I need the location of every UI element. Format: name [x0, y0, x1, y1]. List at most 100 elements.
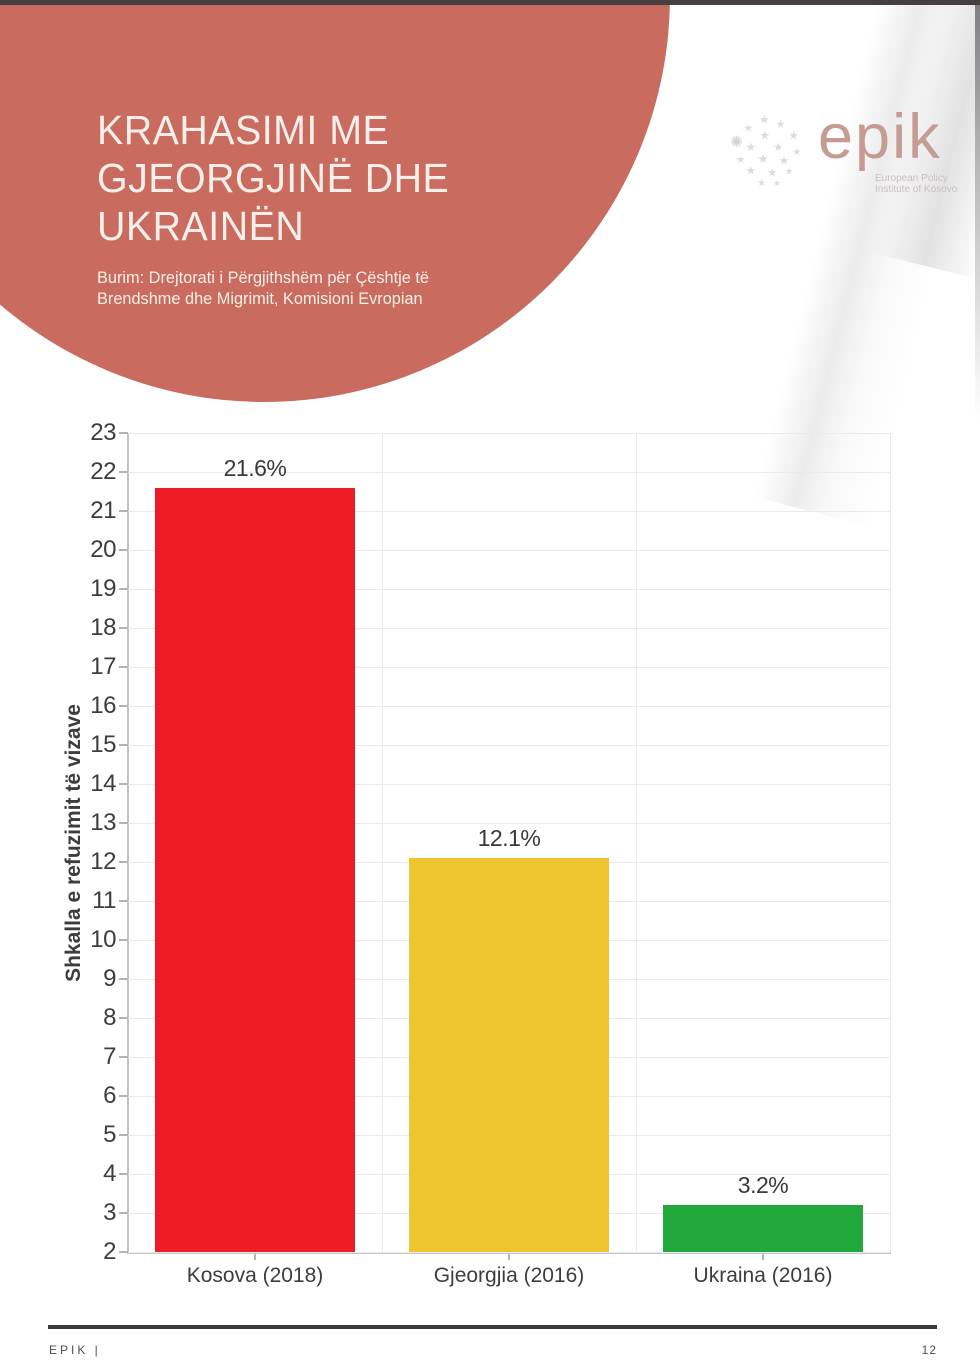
- svg-text:★: ★: [745, 163, 756, 177]
- source-note-line: Burim: Drejtorati i Përgjithshëm për Çës…: [97, 268, 429, 287]
- y-tick-label: 18: [90, 614, 116, 641]
- y-tick-mark: [119, 1017, 128, 1019]
- x-axis-line: [127, 1252, 891, 1254]
- epik-tagline-line: European Policy: [875, 173, 948, 184]
- page-title-line: KRAHASIMI ME: [97, 107, 390, 153]
- y-gridline: [128, 667, 890, 668]
- y-tick-mark: [119, 432, 128, 434]
- y-tick-mark: [119, 744, 128, 746]
- svg-text:★: ★: [785, 166, 794, 177]
- y-gridline: [128, 550, 890, 551]
- svg-text:★: ★: [767, 165, 778, 179]
- y-tick-mark: [119, 1056, 128, 1058]
- y-tick-mark: [119, 1173, 128, 1175]
- svg-text:★: ★: [759, 127, 770, 142]
- y-tick-mark: [119, 627, 128, 629]
- svg-text:★: ★: [757, 178, 766, 189]
- y-gridline: [128, 1252, 890, 1253]
- y-gridline: [128, 823, 890, 824]
- y-tick-mark: [119, 861, 128, 863]
- y-tick-mark: [119, 510, 128, 512]
- v-gridline: [636, 433, 637, 1252]
- y-gridline: [128, 628, 890, 629]
- y-tick-mark: [119, 666, 128, 668]
- y-tick-label: 22: [90, 458, 116, 485]
- page-number: 12: [921, 1343, 937, 1357]
- y-tick-label: 13: [90, 809, 116, 836]
- header: KRAHASIMI ME GJEORGJINË DHE UKRAINËN Bur…: [97, 106, 449, 309]
- epik-tagline-line: Institute of Kosovo: [875, 184, 958, 195]
- y-gridline: [128, 706, 890, 707]
- epik-tagline: European Policy Institute of Kosovo: [875, 173, 957, 195]
- svg-text:★: ★: [773, 140, 784, 154]
- page-edge-shade: [975, 0, 980, 420]
- page-title-line: UKRAINËN: [97, 203, 305, 249]
- x-category-label: Kosova (2018): [186, 1264, 324, 1287]
- v-gridline: [382, 433, 383, 1252]
- svg-text:★: ★: [757, 151, 768, 166]
- y-tick-mark: [119, 822, 128, 824]
- footer-divider: [48, 1325, 937, 1329]
- y-tick-label: 3: [103, 1199, 116, 1226]
- y-gridline: [128, 472, 890, 473]
- svg-text:✺: ✺: [730, 132, 743, 151]
- bar-value-label: 12.1%: [477, 825, 541, 852]
- y-tick-mark: [119, 549, 128, 551]
- y-tick-label: 16: [90, 692, 116, 719]
- svg-text:★: ★: [745, 140, 756, 154]
- y-tick-mark: [119, 939, 128, 941]
- svg-text:★: ★: [736, 153, 746, 166]
- y-tick-label: 6: [103, 1082, 116, 1109]
- x-category-label: Gjeorgjia (2016): [433, 1264, 585, 1287]
- y-tick-label: 11: [92, 887, 116, 914]
- y-tick-mark: [119, 1212, 128, 1214]
- y-tick-label: 12: [90, 848, 116, 875]
- y-tick-label: 8: [103, 1004, 116, 1031]
- epik-wordmark: epik: [818, 102, 942, 172]
- y-tick-mark: [119, 471, 128, 473]
- svg-text:★: ★: [776, 118, 786, 131]
- y-tick-label: 4: [103, 1160, 116, 1187]
- source-note-line: Brendshme dhe Migrimit, Komisioni Evropi…: [97, 289, 423, 308]
- y-gridline: [128, 589, 890, 590]
- y-tick-mark: [119, 978, 128, 980]
- svg-text:★: ★: [779, 154, 790, 168]
- y-tick-mark: [119, 1095, 128, 1097]
- y-tick-mark: [119, 705, 128, 707]
- svg-text:★: ★: [744, 121, 754, 134]
- x-tick-mark: [762, 1254, 764, 1260]
- source-note: Burim: Drejtorati i Përgjithshëm për Çës…: [97, 267, 449, 309]
- y-tick-label: 5: [103, 1121, 116, 1148]
- y-gridline: [128, 745, 890, 746]
- bar-value-label: 21.6%: [223, 454, 287, 481]
- y-axis-line: [127, 433, 129, 1253]
- svg-text:★: ★: [759, 113, 770, 127]
- top-accent-bar: [0, 0, 980, 5]
- y-tick-mark: [119, 1251, 128, 1253]
- svg-text:★: ★: [773, 179, 781, 189]
- y-gridline: [128, 433, 890, 434]
- y-tick-label: 21: [90, 497, 116, 524]
- y-tick-mark: [119, 1134, 128, 1136]
- page-title-line: GJEORGJINË DHE: [97, 155, 450, 201]
- y-tick-label: 15: [90, 731, 116, 758]
- svg-text:★: ★: [792, 147, 801, 158]
- page-title: KRAHASIMI ME GJEORGJINË DHE UKRAINËN: [97, 106, 449, 250]
- y-gridline: [128, 511, 890, 512]
- plot-right-border: [890, 433, 891, 1252]
- y-tick-label: 10: [90, 926, 116, 953]
- y-tick-mark: [119, 900, 128, 902]
- footer-brand: EPIK |: [49, 1343, 101, 1357]
- y-tick-mark: [119, 783, 128, 785]
- y-tick-label: 14: [90, 770, 116, 797]
- bar-value-label: 3.2%: [737, 1172, 789, 1199]
- y-tick-label: 20: [90, 536, 116, 563]
- y-gridline: [128, 784, 890, 785]
- y-tick-label: 2: [103, 1238, 116, 1265]
- bar: [663, 1205, 863, 1252]
- y-tick-label: 7: [103, 1043, 116, 1070]
- bar: [409, 858, 609, 1252]
- bar: [155, 487, 355, 1252]
